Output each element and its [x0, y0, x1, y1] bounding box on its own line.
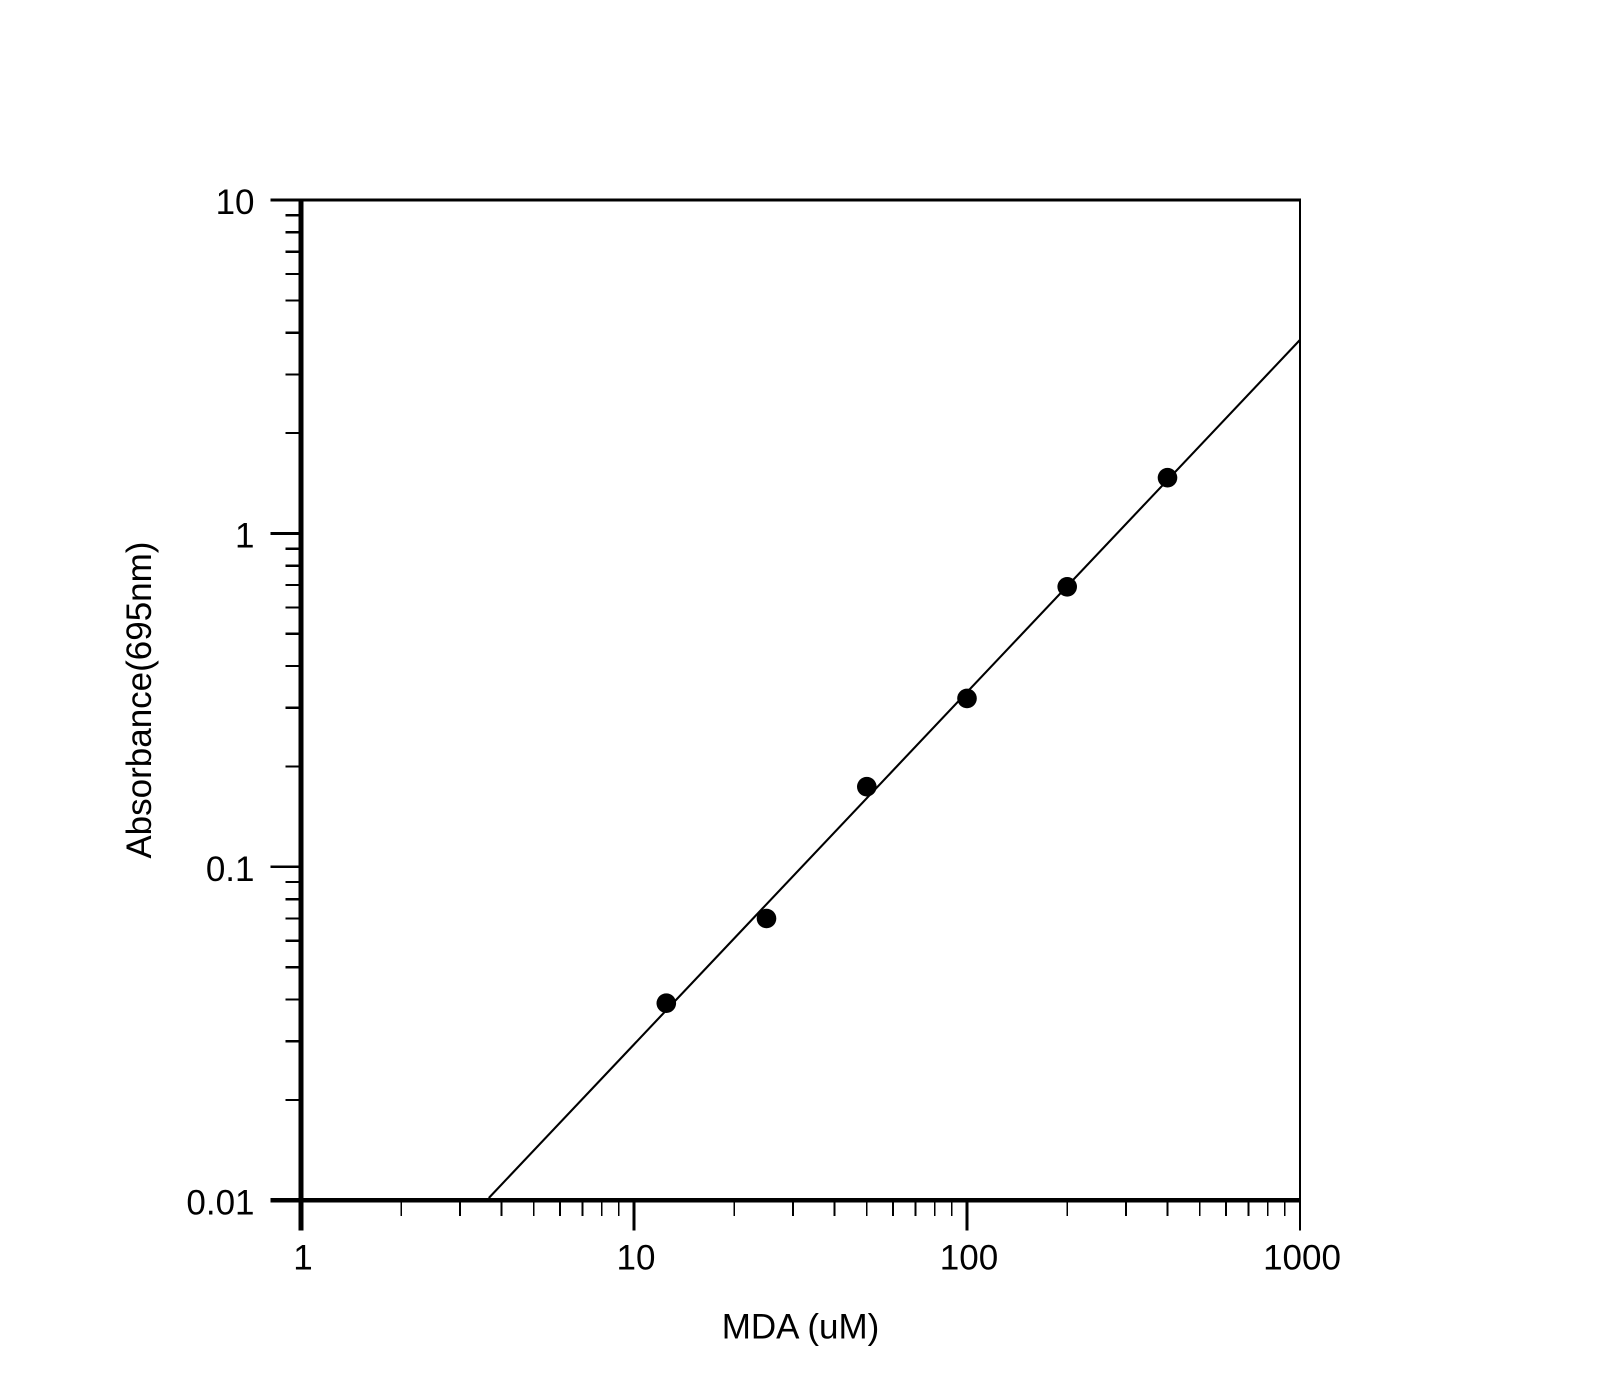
- x-minor-tick: [733, 1202, 736, 1216]
- y-axis-title: Absorbance(695nm): [120, 542, 159, 859]
- data-point: [857, 776, 877, 797]
- x-minor-tick: [581, 1202, 584, 1216]
- y-minor-tick: [285, 1098, 299, 1102]
- axis-ticks: [270, 214, 1286, 1231]
- x-axis-title: MDA (uM): [722, 1307, 880, 1346]
- y-minor-tick: [285, 706, 299, 709]
- y-major-tick: [270, 532, 299, 535]
- y-minor-tick: [285, 373, 299, 376]
- y-minor-tick: [285, 632, 299, 635]
- top-spine: [270, 198, 1301, 202]
- y-minor-tick: [285, 1040, 299, 1043]
- right-spine: [1299, 198, 1301, 1231]
- y-tick-label: 1: [235, 516, 254, 555]
- x-minor-tick: [617, 1202, 620, 1216]
- x-minor-tick: [1247, 1202, 1250, 1216]
- data-point: [656, 993, 677, 1013]
- x-tick-label: 10: [617, 1238, 656, 1277]
- data-point: [1057, 577, 1077, 597]
- x-major-tick: [632, 1202, 636, 1231]
- y-tick-label: 10: [216, 183, 255, 222]
- x-minor-tick: [1225, 1202, 1228, 1216]
- data-point: [756, 908, 777, 929]
- data-point: [957, 688, 977, 709]
- y-minor-tick: [285, 939, 299, 942]
- x-minor-tick: [1266, 1202, 1269, 1216]
- x-major-tick: [965, 1202, 969, 1231]
- y-minor-tick: [285, 431, 299, 435]
- x-minor-tick: [1198, 1202, 1201, 1216]
- x-minor-tick: [892, 1202, 895, 1216]
- y-minor-tick: [285, 547, 299, 550]
- x-minor-tick: [600, 1202, 603, 1216]
- x-minor-tick: [1124, 1202, 1127, 1216]
- y-minor-tick: [285, 231, 299, 234]
- axes-spines: [270, 198, 1301, 1231]
- y-minor-tick: [285, 765, 299, 768]
- y-minor-tick: [285, 881, 299, 884]
- x-minor-tick: [950, 1202, 953, 1216]
- data-point: [1157, 467, 1178, 488]
- x-minor-tick: [1166, 1202, 1169, 1216]
- y-minor-tick: [285, 665, 299, 668]
- y-minor-tick: [285, 331, 299, 334]
- x-minor-tick: [933, 1202, 936, 1216]
- x-minor-tick: [400, 1202, 403, 1216]
- y-minor-tick: [285, 917, 299, 920]
- x-minor-tick: [532, 1202, 535, 1216]
- axis-tick-labels: 1 10 100 1000 0.01 0.1 1 10: [186, 183, 1341, 1277]
- x-minor-tick: [559, 1202, 562, 1216]
- x-minor-tick: [1283, 1202, 1286, 1216]
- fit-line: [488, 339, 1301, 1199]
- x-minor-tick: [914, 1202, 917, 1216]
- x-minor-tick: [833, 1202, 836, 1216]
- y-minor-tick: [285, 250, 299, 253]
- y-minor-tick: [285, 299, 299, 302]
- data-points-group: [656, 467, 1178, 1013]
- x-tick-label: 100: [940, 1238, 998, 1277]
- x-minor-tick: [865, 1202, 868, 1216]
- y-minor-tick: [285, 272, 299, 276]
- left-spine: [298, 198, 304, 1231]
- x-minor-tick: [500, 1202, 503, 1216]
- y-tick-label: 0.1: [206, 850, 255, 889]
- bottom-spine: [270, 1198, 1301, 1203]
- x-minor-tick: [458, 1202, 461, 1216]
- y-tick-label: 0.01: [186, 1183, 254, 1222]
- y-minor-tick: [285, 966, 299, 969]
- y-major-tick: [270, 865, 299, 869]
- y-minor-tick: [285, 606, 299, 609]
- x-tick-label: 1000: [1263, 1238, 1341, 1277]
- fit-line-group: [488, 339, 1301, 1199]
- x-tick-label: 1: [293, 1238, 312, 1277]
- y-minor-tick: [285, 898, 299, 901]
- x-minor-tick: [1066, 1202, 1069, 1216]
- axis-titles-group: MDA (uM) Absorbance(695nm): [120, 542, 879, 1347]
- y-minor-tick: [285, 583, 299, 587]
- y-minor-tick: [285, 564, 299, 567]
- y-minor-tick: [285, 214, 299, 217]
- y-minor-tick: [285, 998, 299, 1001]
- x-minor-tick: [791, 1202, 794, 1216]
